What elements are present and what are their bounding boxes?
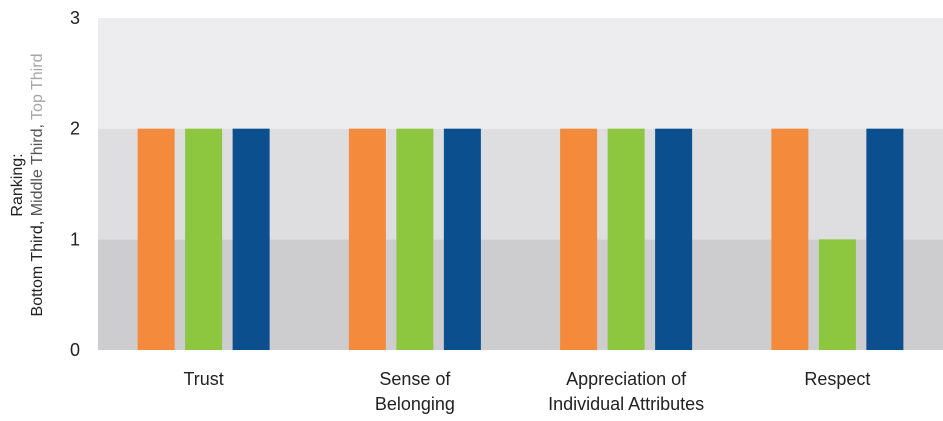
- category-label-0-line0: Trust: [183, 369, 223, 389]
- y-tick-1: 1: [70, 229, 80, 249]
- y-tick-labels: 0 1 2 3: [70, 8, 80, 360]
- bar-cat3-series1: [818, 239, 856, 350]
- bar-cat3-series0: [771, 128, 809, 350]
- category-label-2-line1: Individual Attributes: [548, 394, 704, 414]
- category-label-2-line0: Appreciation of: [566, 369, 687, 389]
- category-label-1-line1: Belonging: [375, 394, 455, 414]
- bar-cat2-series1: [607, 128, 645, 350]
- bar-cat0-series2: [232, 128, 270, 350]
- band-2: [98, 18, 943, 129]
- y-axis-label-top-third: Top Third: [29, 54, 46, 120]
- y-axis-label-middle-third: Middle Third,: [29, 124, 46, 216]
- bar-cat3-series2: [866, 128, 904, 350]
- y-tick-0: 0: [70, 340, 80, 360]
- y-tick-2: 2: [70, 119, 80, 139]
- bar-cat1-series1: [396, 128, 434, 350]
- ranking-bands: [98, 18, 943, 350]
- band-1: [98, 128, 943, 240]
- x-category-labels: Trust Sense of Belonging Appreciation of Ind…: [183, 369, 870, 414]
- band-0: [98, 239, 943, 350]
- y-axis-label-bottom-third: Bottom Third,: [29, 221, 46, 317]
- category-label-3-line0: Respect: [804, 369, 870, 389]
- category-label-1-line0: Sense of: [379, 369, 451, 389]
- bar-cat1-series0: [348, 128, 386, 350]
- bar-cat2-series0: [560, 128, 598, 350]
- bar-cat1-series2: [443, 128, 481, 350]
- bars: [137, 128, 904, 350]
- bar-cat0-series1: [185, 128, 223, 350]
- y-axis-label-line2: Bottom Third, Middle Third, Top Third: [29, 54, 46, 317]
- y-axis-label: Ranking: Bottom Third, Middle Third, Top…: [9, 54, 46, 317]
- bar-cat2-series2: [655, 128, 693, 350]
- y-axis-label-line1: Ranking:: [9, 153, 26, 216]
- y-tick-3: 3: [70, 8, 80, 28]
- bar-cat0-series0: [137, 128, 175, 350]
